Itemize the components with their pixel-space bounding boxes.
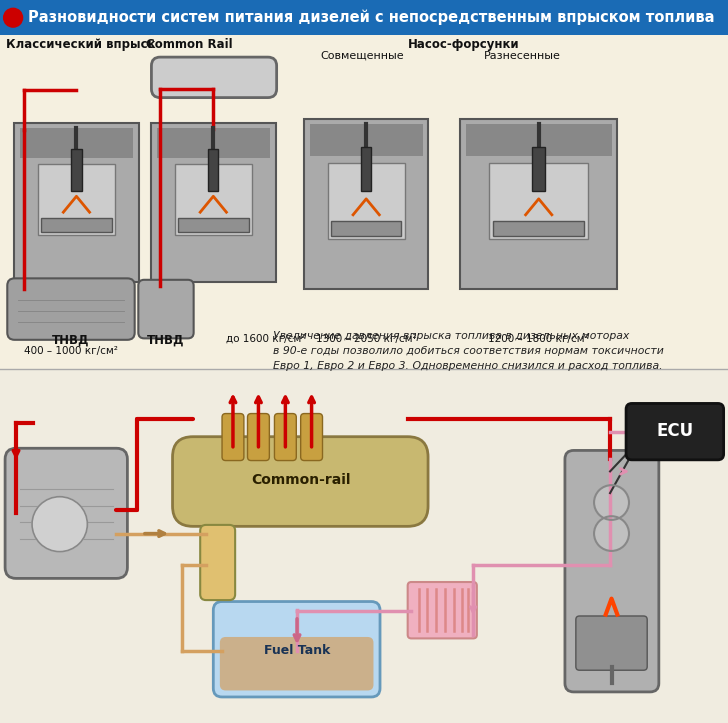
Circle shape: [594, 485, 629, 520]
FancyBboxPatch shape: [408, 582, 477, 638]
FancyBboxPatch shape: [493, 221, 585, 236]
FancyBboxPatch shape: [626, 403, 724, 460]
FancyBboxPatch shape: [38, 164, 115, 235]
FancyBboxPatch shape: [361, 147, 371, 191]
FancyBboxPatch shape: [328, 163, 405, 239]
Text: Совмещенные: Совмещенные: [320, 51, 404, 61]
Circle shape: [4, 8, 23, 27]
FancyBboxPatch shape: [71, 149, 82, 191]
Text: ТНВД: ТНВД: [147, 334, 185, 347]
FancyBboxPatch shape: [15, 123, 138, 283]
FancyBboxPatch shape: [222, 414, 244, 461]
FancyBboxPatch shape: [213, 602, 380, 697]
Text: Разнесенные: Разнесенные: [484, 51, 561, 61]
FancyBboxPatch shape: [248, 414, 269, 461]
Text: Увеличение давления впрыска топлива в дизельных моторах
в 90-е годы позволило до: Увеличение давления впрыска топлива в ди…: [273, 331, 664, 371]
Text: Common-rail: Common-rail: [251, 473, 350, 487]
FancyBboxPatch shape: [157, 128, 269, 158]
FancyBboxPatch shape: [7, 278, 135, 340]
FancyBboxPatch shape: [0, 35, 728, 369]
Text: 1300 – 2050 кг/см²: 1300 – 2050 кг/см²: [316, 334, 416, 344]
FancyBboxPatch shape: [489, 163, 588, 239]
FancyBboxPatch shape: [20, 128, 132, 158]
FancyBboxPatch shape: [466, 124, 612, 156]
FancyBboxPatch shape: [173, 437, 428, 526]
FancyBboxPatch shape: [304, 119, 428, 289]
FancyBboxPatch shape: [532, 147, 545, 191]
FancyBboxPatch shape: [331, 221, 401, 236]
Circle shape: [594, 516, 629, 551]
FancyBboxPatch shape: [301, 414, 323, 461]
Text: Насос-форсунки: Насос-форсунки: [408, 38, 519, 51]
Text: 400 – 1000 кг/см²: 400 – 1000 кг/см²: [24, 346, 117, 356]
Text: ТНВД: ТНВД: [52, 334, 90, 347]
Text: до 1600 кг/см²: до 1600 кг/см²: [226, 334, 305, 344]
FancyBboxPatch shape: [138, 280, 194, 338]
FancyBboxPatch shape: [460, 119, 617, 289]
Text: Разновидности систем питания дизелей с непосредственным впрыском топлива: Разновидности систем питания дизелей с н…: [28, 10, 714, 25]
FancyBboxPatch shape: [0, 369, 728, 723]
FancyBboxPatch shape: [151, 123, 275, 283]
FancyBboxPatch shape: [576, 616, 647, 670]
FancyBboxPatch shape: [208, 149, 218, 191]
FancyBboxPatch shape: [41, 218, 111, 232]
FancyBboxPatch shape: [175, 164, 252, 235]
Circle shape: [32, 497, 87, 552]
FancyBboxPatch shape: [0, 0, 728, 35]
FancyBboxPatch shape: [151, 57, 277, 98]
Text: Fuel Tank: Fuel Tank: [264, 644, 331, 657]
Text: Классический впрыск: Классический впрыск: [6, 38, 155, 51]
FancyBboxPatch shape: [220, 637, 373, 690]
Text: ECU: ECU: [657, 422, 693, 440]
FancyBboxPatch shape: [310, 124, 422, 156]
Text: Common Rail: Common Rail: [146, 38, 232, 51]
FancyBboxPatch shape: [178, 218, 248, 232]
FancyBboxPatch shape: [274, 414, 296, 461]
FancyBboxPatch shape: [5, 448, 127, 578]
FancyBboxPatch shape: [565, 450, 659, 692]
FancyBboxPatch shape: [200, 525, 235, 600]
Text: 1200 – 1800 кг/см²: 1200 – 1800 кг/см²: [488, 334, 589, 344]
